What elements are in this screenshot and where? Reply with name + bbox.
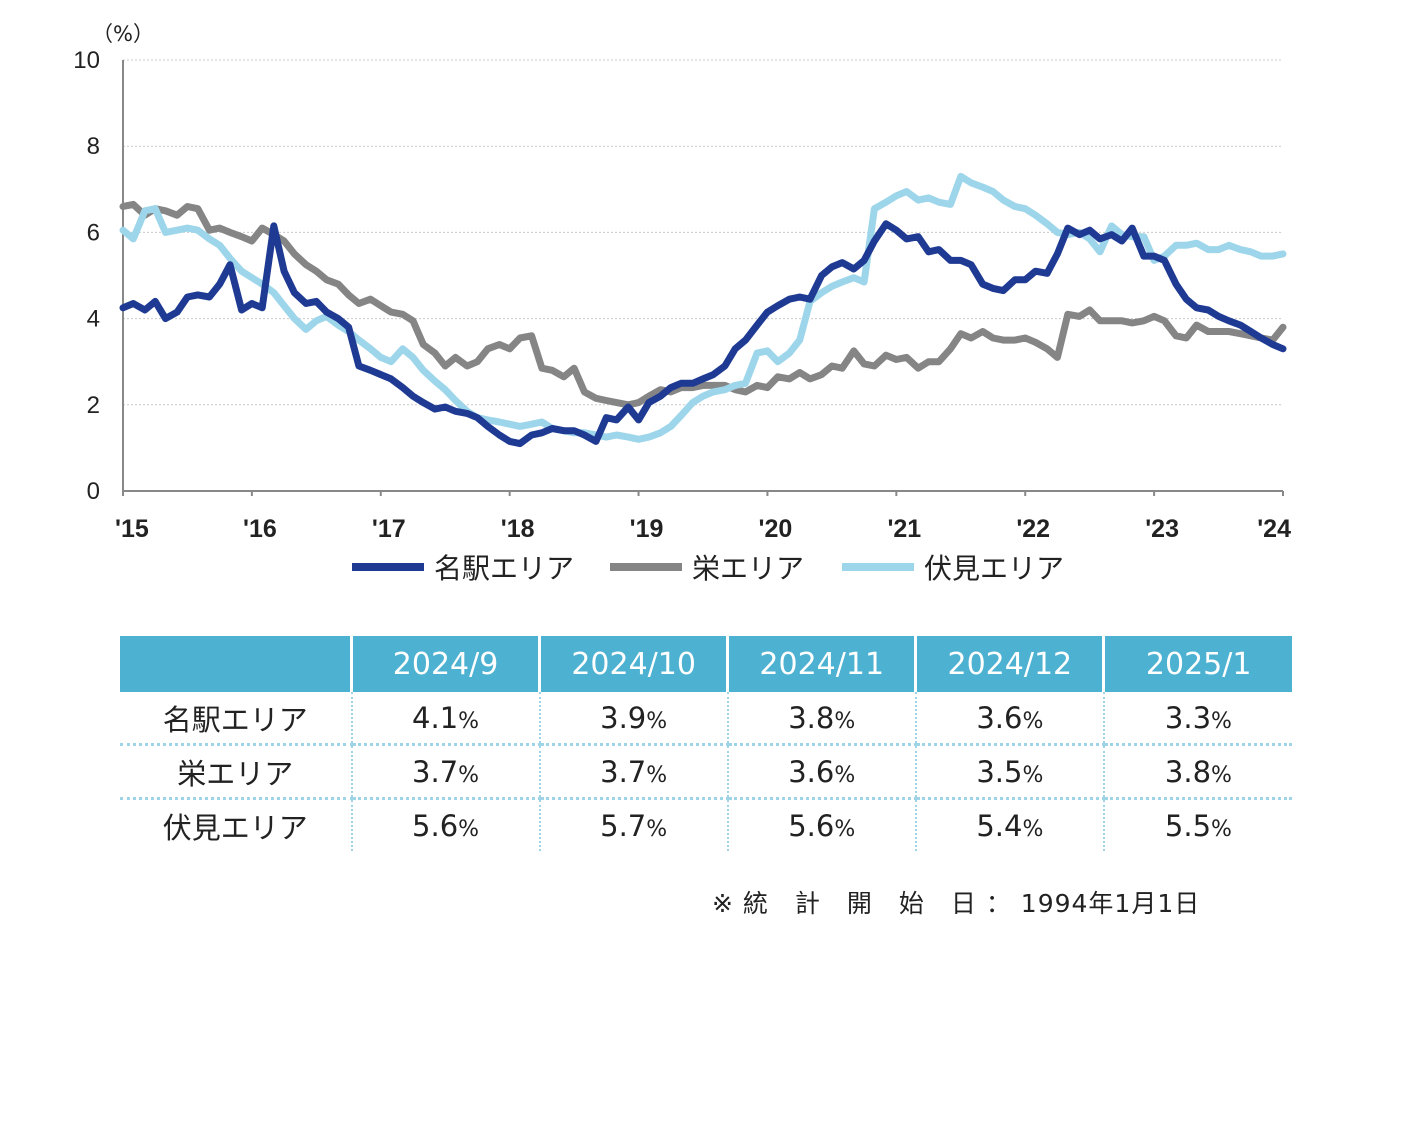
line-chart: 0 2 4 6 8 10 '15 '16 '17 '18 '19 '20 '21 '22 '23 '24 （… (73, 22, 1291, 585)
y-tick-label: 2 (87, 392, 100, 419)
value-cell: 5.5% (1104, 799, 1292, 852)
table-header-cell: 2024/9 (351, 636, 542, 692)
value-cell: 3.7% (539, 744, 729, 800)
x-tick-label: '24 (1257, 515, 1291, 543)
legend-label: 栄エリア (692, 552, 804, 585)
table-header-row: 2024/9 2024/10 2024/11 2024/12 2025/1 (120, 636, 1292, 692)
value-number: 3.8 (788, 700, 835, 735)
series-lines (119, 172, 1287, 448)
y-tick-label: 6 (87, 219, 100, 246)
value-cell: 3.8% (727, 692, 917, 746)
y-axis-unit: （%） (92, 22, 154, 46)
table-header-cell: 2024/12 (915, 636, 1106, 692)
percent-sign: % (646, 708, 668, 734)
table-header-cell: 2025/1 (1103, 636, 1292, 692)
value-number: 3.9 (600, 700, 647, 735)
percent-sign: % (1211, 762, 1232, 788)
x-tick-label: '16 (243, 515, 277, 543)
percent-sign: % (1211, 708, 1232, 734)
value-number: 3.6 (976, 700, 1023, 735)
percent-sign: % (646, 816, 668, 842)
value-cell: 3.6% (727, 744, 917, 800)
x-tick-label: '15 (115, 515, 149, 543)
x-tick-label: '22 (1016, 515, 1050, 543)
value-number: 3.7 (412, 754, 459, 789)
row-label: 栄エリア (120, 744, 353, 800)
value-cell: 3.3% (1103, 692, 1292, 746)
series-line-2 (119, 200, 1287, 409)
value-number: 5.5 (1164, 808, 1212, 843)
x-tick-label: '18 (501, 515, 535, 543)
y-tick-label: 4 (87, 306, 100, 333)
value-cell: 3.9% (539, 692, 729, 746)
percent-sign: % (646, 762, 668, 788)
y-tick-labels: 0 2 4 6 8 10 (73, 47, 100, 505)
x-tick-label: '20 (759, 515, 793, 543)
percent-sign: % (834, 708, 856, 734)
x-tick-label: '23 (1145, 515, 1179, 543)
value-number: 3.7 (600, 754, 647, 789)
table-row: 栄エリア 3.7% 3.7% 3.6% 3.5% 3.8% (120, 744, 1292, 800)
value-number: 3.3 (1164, 700, 1212, 735)
y-tick-label: 10 (73, 47, 100, 74)
series-line-1 (119, 220, 1287, 448)
table-header-cell: 2024/10 (539, 636, 730, 692)
y-tick-label: 0 (87, 478, 100, 505)
legend-label: 伏見エリア (924, 552, 1064, 585)
value-number: 5.7 (600, 808, 647, 843)
percent-sign: % (1211, 816, 1232, 842)
value-table: 2024/9 2024/10 2024/11 2024/12 2025/1 名駅… (120, 636, 1292, 851)
legend-label: 名駅エリア (434, 552, 574, 585)
x-tick-label: '19 (630, 515, 664, 543)
percent-sign: % (458, 816, 480, 842)
table-row: 名駅エリア 4.1% 3.9% 3.8% 3.6% 3.3% (120, 692, 1292, 746)
footnote: ※ 統 計 開 始 日 ： 1994年1月1日 (712, 889, 1201, 918)
value-number: 4.1 (412, 700, 459, 735)
percent-sign: % (458, 762, 480, 788)
value-cell: 5.4% (915, 798, 1105, 851)
value-cell: 5.6% (351, 798, 541, 851)
percent-sign: % (1022, 816, 1044, 842)
value-cell: 3.7% (351, 744, 541, 800)
table-header-cell (120, 636, 353, 692)
value-cell: 5.6% (727, 798, 917, 851)
x-tick-labels: '15 '16 '17 '18 '19 '20 '21 '22 '23 '24 (115, 515, 1291, 543)
value-number: 5.4 (976, 808, 1023, 843)
value-number: 5.6 (788, 808, 835, 843)
value-cell: 3.6% (915, 692, 1105, 746)
series-line-3 (119, 172, 1287, 443)
x-tick-label: '17 (372, 515, 406, 543)
table-row: 伏見エリア 5.6% 5.7% 5.6% 5.4% 5.5% (120, 798, 1292, 852)
percent-sign: % (1022, 708, 1044, 734)
value-cell: 3.5% (915, 744, 1105, 800)
value-number: 3.6 (788, 754, 835, 789)
percent-sign: % (834, 762, 856, 788)
value-number: 3.8 (1164, 754, 1212, 789)
row-label: 名駅エリア (120, 692, 353, 746)
value-number: 3.5 (976, 754, 1023, 789)
percent-sign: % (834, 816, 856, 842)
axes (122, 60, 1284, 496)
table-header-cell: 2024/11 (727, 636, 918, 692)
percent-sign: % (458, 708, 480, 734)
value-cell: 3.8% (1103, 744, 1292, 800)
percent-sign: % (1022, 762, 1044, 788)
value-cell: 5.7% (539, 798, 729, 851)
x-tick-label: '21 (887, 515, 921, 543)
value-number: 5.6 (412, 808, 459, 843)
y-tick-label: 8 (87, 133, 100, 160)
row-label: 伏見エリア (120, 798, 353, 851)
value-cell: 4.1% (351, 692, 541, 746)
legend: 名駅エリア 栄エリア 伏見エリア (352, 552, 1064, 585)
